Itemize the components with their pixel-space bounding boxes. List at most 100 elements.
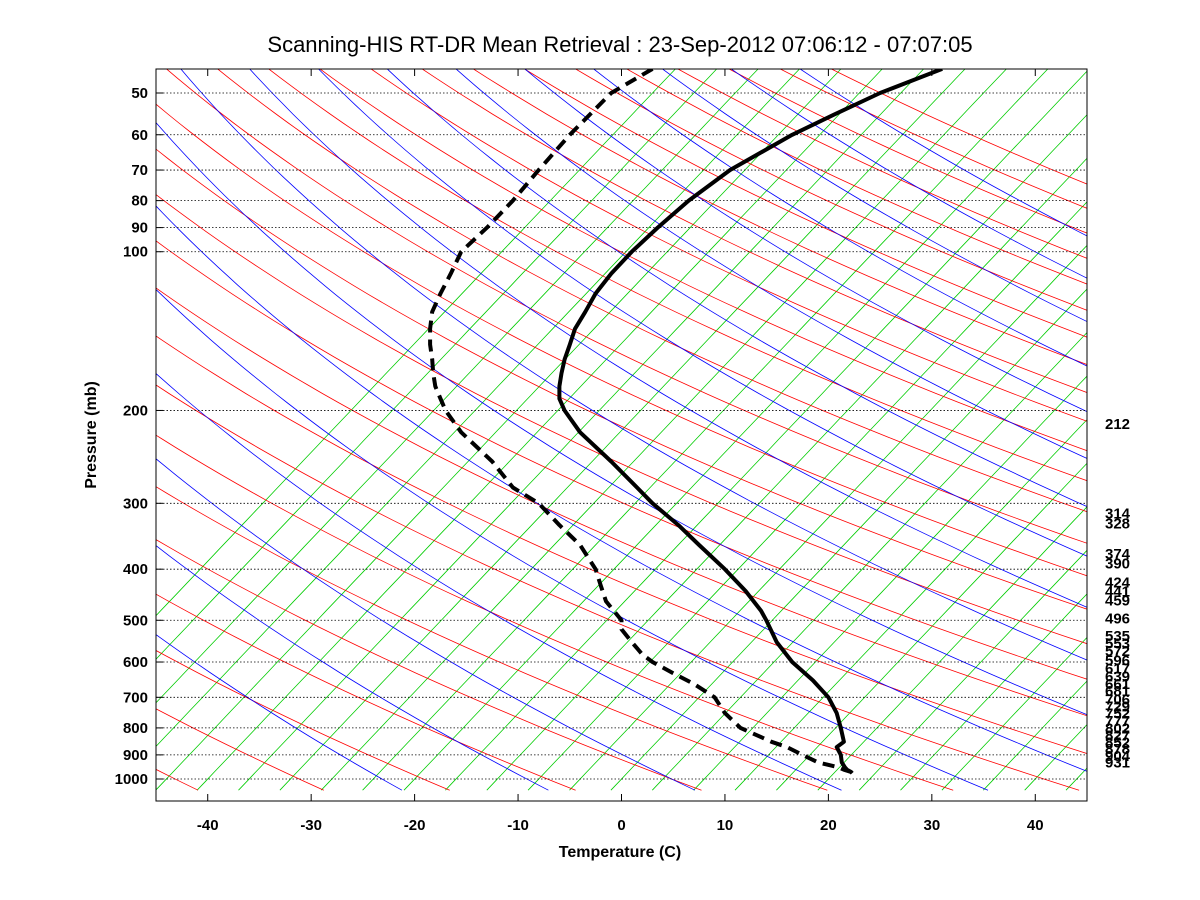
x-tick-label: -30 — [300, 817, 322, 834]
right-level-label: 931 — [1105, 755, 1130, 772]
plot-area — [156, 69, 1087, 801]
right-level-label: 596 — [1105, 652, 1130, 669]
mixing-ratio-line — [652, 331, 1087, 791]
right-level-label: 390 — [1105, 555, 1130, 572]
dry-adiabat-line — [156, 148, 1087, 610]
right-level-label: 496 — [1105, 610, 1130, 627]
mixing-ratio-line — [941, 636, 1087, 791]
mixing-ratio-line — [1190, 69, 1200, 790]
right-level-label: 802 — [1105, 720, 1130, 737]
x-tick-label: -10 — [507, 817, 529, 834]
dry-adiabat-line — [156, 194, 1087, 645]
mixing-ratio-line — [156, 69, 718, 660]
y-tick-label: 70 — [131, 162, 148, 179]
y-tick-label: 50 — [131, 85, 148, 102]
right-level-label: 441 — [1105, 584, 1130, 601]
series-group — [428, 69, 943, 775]
dry-adiabat-line — [156, 539, 702, 791]
dewpoint-series-line — [428, 69, 852, 774]
x-axis: -40 -30 -20 -10 0 10 20 30 40 — [197, 69, 1044, 834]
x-axis-label: Temperature (C) — [559, 844, 681, 861]
mixing-ratio-line — [279, 69, 966, 791]
dry-adiabat-line — [156, 335, 1087, 755]
mixing-ratio-line — [527, 201, 1087, 791]
y-tick-label: 60 — [131, 127, 148, 144]
y-tick-label: 90 — [131, 220, 148, 237]
mixing-ratio-line — [817, 506, 1087, 791]
dry-adiabat-line — [473, 69, 1087, 365]
dry-adiabat-line — [166, 69, 1087, 544]
y-tick-label: 600 — [123, 654, 148, 671]
right-level-label: 459 — [1105, 593, 1130, 610]
dry-adiabat-line — [156, 486, 828, 791]
dry-adiabat-line — [779, 69, 1087, 209]
y-tick-label: 200 — [123, 402, 148, 419]
dry-adiabat-line — [319, 69, 1087, 452]
moist-adiabat-line — [156, 458, 696, 791]
moist-adiabat-line — [318, 69, 1087, 557]
dry-adiabat-line — [524, 69, 1087, 338]
mixing-ratio-line — [858, 549, 1087, 791]
right-level-label: 852 — [1105, 734, 1130, 751]
dry-adiabat-line — [156, 103, 1087, 577]
temperature-series-line — [557, 69, 943, 775]
moist-adiabat-line — [156, 634, 403, 791]
right-level-label: 777 — [1105, 713, 1130, 730]
y-tick-label: 500 — [123, 612, 148, 629]
y-axis-label: Pressure (mb) — [83, 381, 100, 489]
right-level-label: 639 — [1105, 668, 1130, 685]
moist-adiabat-line — [156, 205, 1087, 772]
moist-adiabat-line — [455, 69, 1087, 459]
moist-adiabat-line — [249, 69, 1087, 608]
moist-adiabat-line — [799, 69, 1087, 237]
mixing-ratio-line — [320, 69, 1007, 791]
y-tick-label: 700 — [123, 689, 148, 706]
background-lines — [156, 69, 1200, 791]
y-tick-label: 100 — [123, 244, 148, 261]
y-axis: 1000 900 800 700 600 500 400 300 200 100 90 80 70 60 5… — [115, 85, 163, 788]
right-level-label: 729 — [1105, 699, 1130, 716]
dry-adiabat-line — [370, 69, 1087, 422]
y-tick-label: 400 — [123, 561, 148, 578]
x-tick-label: -20 — [404, 817, 426, 834]
pressure-grid — [156, 92, 1087, 780]
x-tick-label: 30 — [923, 817, 940, 834]
right-level-label: 424 — [1105, 575, 1131, 592]
right-level-label: 617 — [1105, 660, 1130, 677]
mixing-ratio-line — [610, 288, 1087, 791]
dry-adiabat-line — [156, 287, 1087, 717]
right-level-label: 572 — [1105, 643, 1130, 660]
moist-adiabat-line — [524, 69, 1087, 413]
right-level-labels: 2123143283743904244414594965355535725966… — [1105, 416, 1131, 772]
mixing-ratio-line — [238, 69, 924, 791]
x-tick-label: 0 — [617, 817, 625, 834]
moist-adiabat-line — [156, 122, 1087, 716]
right-level-label: 878 — [1105, 741, 1130, 758]
dry-adiabat-line — [421, 69, 1087, 394]
dry-adiabat-line — [156, 434, 954, 791]
right-level-label: 661 — [1105, 676, 1130, 693]
dry-adiabat-line — [156, 240, 1087, 680]
moist-adiabat-line — [156, 545, 549, 791]
right-level-label: 212 — [1105, 416, 1130, 433]
dry-adiabat-line — [575, 69, 1087, 311]
y-tick-label: 80 — [131, 193, 148, 210]
mixing-ratio-line — [1149, 69, 1200, 790]
mixing-ratio-line — [693, 375, 1087, 791]
right-level-label: 314 — [1105, 506, 1131, 523]
moist-adiabat-line — [662, 69, 1087, 322]
moist-adiabat-line — [156, 372, 842, 791]
mixing-ratio-line — [156, 69, 676, 617]
right-level-label: 706 — [1105, 691, 1130, 708]
y-tick-label: 900 — [123, 747, 148, 764]
mixing-ratio-line — [196, 69, 883, 791]
right-level-label: 904 — [1105, 748, 1131, 765]
right-level-label: 752 — [1105, 706, 1130, 723]
dry-adiabat-line — [156, 593, 576, 791]
mixing-ratio-line — [569, 244, 1087, 791]
mixing-ratio-line — [156, 69, 842, 791]
moist-adiabat-line — [156, 288, 989, 791]
mixing-ratio-line — [156, 69, 759, 704]
mixing-ratio-line — [486, 157, 1087, 791]
